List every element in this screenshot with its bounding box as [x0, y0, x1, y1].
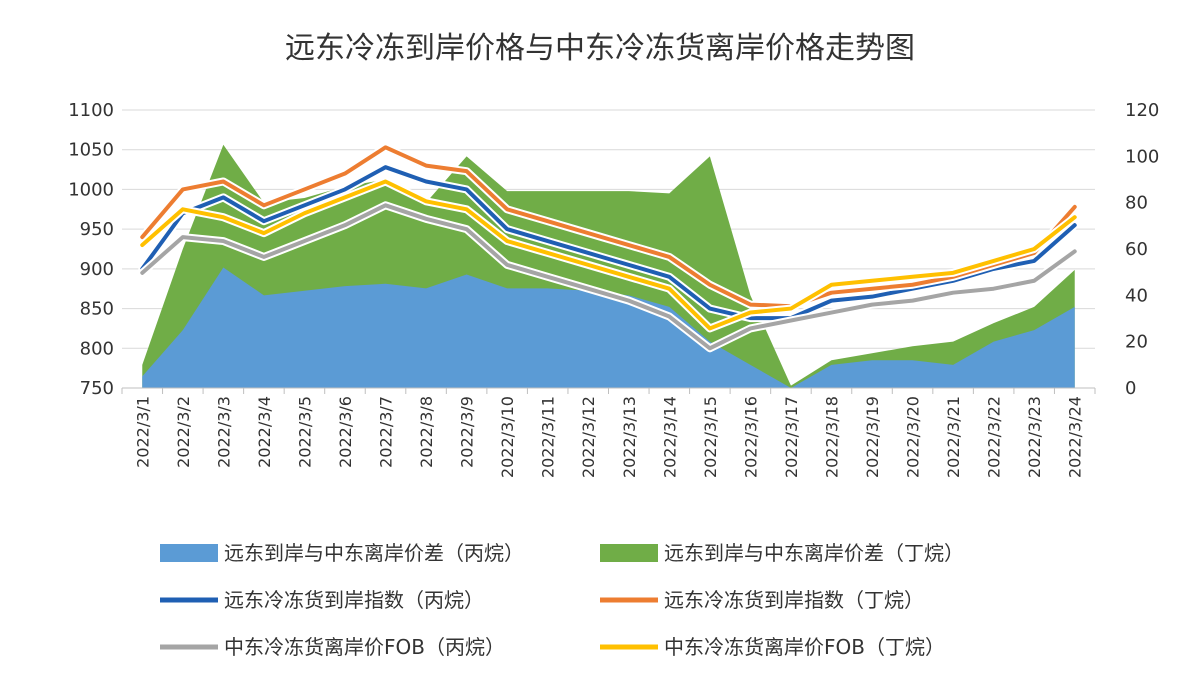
x-tick-label: 2022/3/16: [741, 396, 760, 478]
legend-label: 远东冷冻货到岸指数（丁烷）: [664, 588, 924, 612]
series-line: [140, 145, 1077, 309]
x-tick-label: 2022/3/5: [295, 396, 314, 468]
x-tick-label: 2022/3/17: [782, 396, 801, 478]
right-tick-label: 40: [1125, 285, 1148, 306]
series-line: [140, 179, 1077, 331]
right-tick-label: 80: [1125, 193, 1148, 214]
legend-label: 中东冷冻货离岸价FOB（丙烷）: [224, 635, 505, 659]
left-tick-label: 1050: [68, 140, 114, 161]
area-series: [142, 144, 1075, 388]
x-tick-label: 2022/3/24: [1066, 396, 1085, 478]
legend-label: 中东冷冻货离岸价FOB（丁烷）: [664, 635, 945, 659]
x-tick-label: 2022/3/3: [214, 396, 233, 468]
x-tick-label: 2022/3/4: [255, 396, 274, 468]
x-tick-label: 2022/3/1: [133, 396, 152, 468]
left-tick-label: 900: [80, 259, 114, 280]
x-tick-label: 2022/3/19: [863, 396, 882, 478]
legend-label: 远东到岸与中东离岸价差（丙烷）: [224, 541, 524, 565]
x-tick-label: 2022/3/23: [1025, 396, 1044, 478]
right-tick-label: 20: [1125, 332, 1148, 353]
x-tick-label: 2022/3/9: [458, 396, 477, 468]
x-axis: 2022/3/1 2022/3/2 2022/3/3 2022/3/4 2022/3/5…: [121, 387, 1096, 478]
x-tick-label: 2022/3/12: [579, 396, 598, 478]
area-series-shape: [142, 267, 1075, 388]
legend-label: 远东到岸与中东离岸价差（丁烷）: [664, 541, 964, 565]
x-tick-label: 2022/3/22: [985, 396, 1004, 478]
left-tick-label: 850: [80, 299, 114, 320]
legend-swatch: [600, 544, 658, 562]
legend-label: 远东冷冻货到岸指数（丙烷）: [224, 588, 484, 612]
x-tick-label: 2022/3/8: [417, 396, 436, 468]
x-tick-label: 2022/3/15: [701, 396, 720, 478]
right-tick-label: 120: [1125, 100, 1159, 121]
x-tick-label: 2022/3/20: [904, 396, 923, 478]
legend-swatch: [160, 544, 218, 562]
x-tick-label: 2022/3/6: [336, 396, 355, 468]
left-axis: 750 800 850 900 950 1000 1050 1100: [68, 100, 114, 399]
x-tick-label: 2022/3/2: [174, 396, 193, 468]
x-tick-label: 2022/3/10: [498, 396, 517, 478]
x-tick-label: 2022/3/14: [660, 396, 679, 478]
x-tick-label: 2022/3/18: [822, 396, 841, 478]
left-tick-label: 1000: [68, 179, 114, 200]
right-tick-label: 60: [1125, 239, 1148, 260]
line-series: [138, 143, 1079, 353]
legend: 远东到岸与中东离岸价差（丙烷） 远东到岸与中东离岸价差（丁烷） 远东冷冻货到岸指数（…: [160, 541, 964, 659]
x-tick-label: 2022/3/11: [539, 396, 558, 478]
left-tick-label: 950: [80, 219, 114, 240]
left-tick-label: 1100: [68, 100, 114, 121]
right-tick-label: 100: [1125, 146, 1159, 167]
series-line: [140, 203, 1077, 351]
chart-title: 远东冷冻到岸价格与中东冷冻货离岸价格走势图: [285, 31, 915, 66]
x-tick-label: 2022/3/7: [377, 396, 396, 468]
right-tick-label: 0: [1125, 378, 1136, 399]
left-tick-label: 800: [80, 338, 114, 359]
right-axis: 0 20 40 60 80 100 120: [1125, 100, 1159, 399]
x-tick-label: 2022/3/21: [944, 396, 963, 478]
x-tick-label: 2022/3/13: [620, 396, 639, 478]
left-tick-label: 750: [80, 378, 114, 399]
